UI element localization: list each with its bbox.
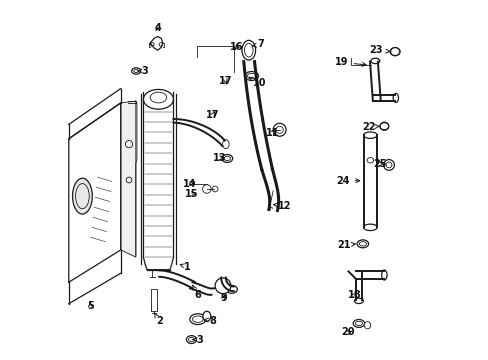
Text: 23: 23 [369, 45, 389, 55]
Ellipse shape [363, 224, 376, 230]
Ellipse shape [363, 132, 376, 138]
Ellipse shape [225, 285, 237, 293]
Text: 9: 9 [220, 293, 226, 303]
Ellipse shape [389, 48, 399, 55]
Text: 20: 20 [341, 327, 354, 337]
Text: 5: 5 [87, 301, 94, 311]
Ellipse shape [354, 298, 363, 303]
Text: 24: 24 [336, 176, 359, 186]
Ellipse shape [364, 321, 370, 329]
Text: 22: 22 [362, 122, 378, 132]
Ellipse shape [352, 319, 364, 327]
Text: 21: 21 [337, 240, 355, 250]
Ellipse shape [222, 140, 228, 149]
Ellipse shape [356, 240, 368, 248]
Ellipse shape [366, 158, 373, 163]
Text: 4: 4 [154, 23, 161, 33]
Ellipse shape [131, 68, 141, 74]
Text: 11: 11 [265, 128, 279, 138]
Text: 18: 18 [347, 290, 361, 300]
Ellipse shape [143, 89, 173, 109]
Text: 1: 1 [180, 262, 190, 272]
Text: 25: 25 [372, 159, 386, 169]
Ellipse shape [242, 40, 255, 60]
Ellipse shape [72, 178, 92, 214]
Circle shape [383, 159, 394, 170]
Ellipse shape [244, 72, 258, 81]
Ellipse shape [203, 311, 210, 321]
Text: 13: 13 [213, 153, 226, 163]
Text: 8: 8 [203, 316, 216, 325]
Ellipse shape [381, 270, 386, 280]
Circle shape [215, 278, 230, 294]
Text: 19: 19 [335, 57, 366, 67]
Text: 12: 12 [273, 201, 291, 211]
Ellipse shape [222, 154, 232, 162]
Text: 17: 17 [206, 110, 219, 120]
Text: 7: 7 [251, 40, 264, 49]
Text: 14: 14 [183, 179, 196, 189]
Ellipse shape [370, 58, 379, 64]
Polygon shape [121, 101, 136, 257]
Ellipse shape [392, 93, 398, 102]
Text: 2: 2 [154, 313, 162, 325]
Ellipse shape [186, 336, 196, 343]
Text: 10: 10 [248, 77, 266, 88]
Text: 16: 16 [229, 42, 243, 52]
Text: 3: 3 [138, 66, 148, 76]
Text: 17: 17 [219, 76, 232, 86]
Text: 6: 6 [192, 285, 201, 301]
Circle shape [273, 123, 285, 136]
Text: 3: 3 [193, 334, 203, 345]
Text: 15: 15 [184, 189, 198, 199]
Ellipse shape [379, 123, 388, 130]
Ellipse shape [189, 314, 205, 324]
